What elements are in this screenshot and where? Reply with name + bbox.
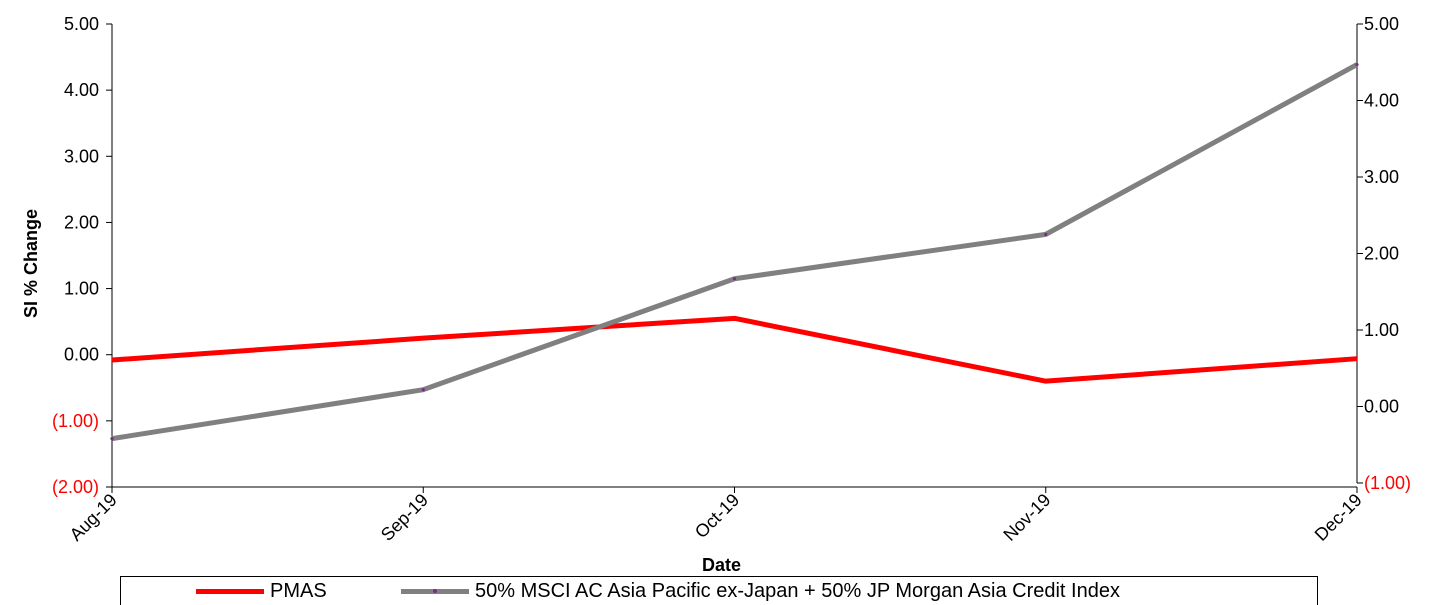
x-tick-label: Aug-19: [66, 490, 121, 545]
left-tick-label: 5.00: [64, 14, 99, 34]
legend-swatch-1: [401, 588, 469, 594]
right-tick-label: 3.00: [1364, 167, 1399, 187]
x-tick-label: Sep-19: [377, 490, 432, 545]
left-tick-label: 0.00: [64, 345, 99, 365]
right-tick-label: 4.00: [1364, 91, 1399, 111]
legend-item-1: 50% MSCI AC Asia Pacific ex-Japan + 50% …: [401, 577, 1120, 605]
left-tick-label: 1.00: [64, 279, 99, 299]
y-axis-title: SI % Change: [21, 209, 41, 318]
series-line-0: [111, 315, 1358, 384]
series-point-1: [421, 388, 425, 392]
chart-legend: PMAS 50% MSCI AC Asia Pacific ex-Japan + …: [120, 576, 1318, 605]
chart-labels: 5.00 4.00 3.00 2.00 1.00 0.00 (1.00) (2.00) 5.00…: [21, 14, 1411, 575]
series-point-1: [1355, 62, 1359, 67]
left-tick-label: (2.00): [52, 477, 99, 497]
right-tick-label: 2.00: [1364, 244, 1399, 264]
left-tick-label: 4.00: [64, 80, 99, 100]
right-tick-label: 0.00: [1364, 397, 1399, 417]
left-tick-label: 3.00: [64, 146, 99, 166]
line-chart: 5.00 4.00 3.00 2.00 1.00 0.00 (1.00) (2.00) 5.00…: [21, 14, 1411, 575]
x-tick-label: Oct-19: [691, 490, 743, 542]
right-tick-label: (1.00): [1364, 473, 1411, 493]
x-axis-title: Date: [702, 555, 741, 575]
legend-label-1: 50% MSCI AC Asia Pacific ex-Japan + 50% …: [475, 579, 1120, 602]
left-tick-label: 2.00: [64, 212, 99, 232]
series-line-1: [111, 62, 1359, 442]
series-point-1: [110, 437, 114, 441]
x-tick-label: Nov-19: [999, 490, 1054, 545]
legend-label-0: PMAS: [270, 579, 327, 602]
x-tick-label: Dec-19: [1311, 490, 1366, 545]
series-point-1: [732, 277, 737, 281]
legend-swatch-0: [196, 588, 264, 594]
right-tick-label: 5.00: [1364, 14, 1399, 34]
legend-item-0: PMAS: [196, 577, 381, 605]
chart-axes: [106, 23, 1363, 493]
legend-marker-1: [433, 588, 437, 593]
series-point-1: [1044, 232, 1048, 236]
chart-series: [110, 62, 1359, 442]
right-tick-label: 1.00: [1364, 320, 1399, 340]
left-tick-label: (1.00): [52, 411, 99, 431]
